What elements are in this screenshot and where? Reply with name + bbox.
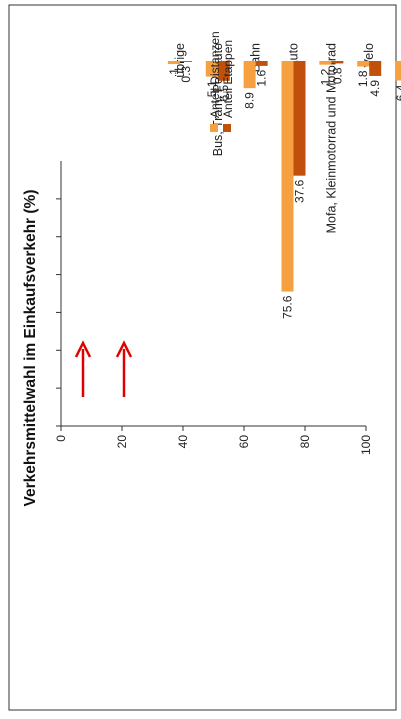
data-label-anteil-distanzen-ubrige: 1 [167, 68, 181, 75]
bar-anteil-etappen-mofa-kleinmotorrad-und-motorrad [331, 61, 344, 64]
data-label-anteil-distanzen-bus-tram-postauto: 5.1 [205, 80, 219, 97]
data-label-anteil-distanzen-zu-fuss: 6.4 [394, 84, 401, 101]
annotation-arrows [74, 340, 133, 397]
data-label-anteil-distanzen-auto: 75.6 [281, 295, 295, 319]
data-label-anteil-etappen-ubrige: 0.3 [179, 66, 193, 83]
bar-anteil-etappen-ubrige [179, 61, 192, 62]
bar-anteil-etappen-auto [293, 61, 306, 176]
bar-anteil-distanzen-bahn [243, 61, 256, 89]
chart-plot: 020406080100zu Fuss6.448.3Velo1.84.9Mofa… [54, 43, 401, 455]
data-label-anteil-etappen-mofa-kleinmotorrad-und-motorrad: 0.8 [330, 67, 344, 84]
data-label-anteil-distanzen-velo: 1.8 [356, 70, 370, 87]
value-tick-label: 0 [54, 435, 68, 442]
chart-legend: Anteil Distanzen Anteil Etappen [208, 31, 235, 132]
legend-label-anteil-etappen: Anteil Etappen [221, 40, 235, 118]
bar-anteil-distanzen-zu-fuss [395, 61, 401, 81]
value-tick-label: 40 [176, 435, 190, 449]
value-tick-label: 100 [359, 435, 373, 455]
data-label-anteil-etappen-velo: 4.9 [368, 80, 382, 97]
bar-anteil-etappen-velo [369, 61, 382, 76]
bar-anteil-etappen-bus-tram-postauto [217, 61, 230, 81]
bar-anteil-distanzen-velo [357, 61, 370, 67]
data-label-anteil-distanzen-mofa-kleinmotorrad-und-motorrad: 1.2 [318, 68, 332, 85]
category-label-mofa-kleinmotorrad-und-motorrad: Mofa, Kleinmotorrad und Motorrad [324, 43, 338, 233]
annotation-arrow-head [74, 340, 92, 358]
value-tick-label: 20 [115, 435, 129, 449]
data-label-anteil-distanzen-bahn: 8.9 [243, 92, 257, 109]
chart-title: Verkehrsmittelwahl im Einkaufsverkehr (%… [22, 189, 39, 506]
bar-anteil-etappen-bahn [255, 61, 268, 66]
plot-rotated: 020406080100zu Fuss6.448.3Velo1.84.9Mofa… [54, 43, 401, 455]
category-label-ubrige: übrige [173, 43, 187, 78]
page-border [8, 4, 397, 711]
legend-swatch-anteil-etappen [223, 124, 231, 132]
bar-anteil-distanzen-auto [281, 61, 294, 292]
bar-anteil-distanzen-bus-tram-postauto [205, 61, 218, 77]
value-tick-label: 60 [237, 435, 251, 449]
legend-label-anteil-distanzen: Anteil Distanzen [208, 31, 222, 118]
bar-anteil-distanzen-ubrige [167, 61, 180, 65]
value-tick-label: 80 [298, 435, 312, 449]
data-label-anteil-etappen-auto: 37.6 [293, 179, 307, 203]
data-label-anteil-etappen-bus-tram-postauto: 6.5 [217, 85, 231, 102]
data-label-anteil-etappen-bahn: 1.6 [255, 70, 269, 87]
legend-swatch-anteil-distanzen [210, 124, 218, 132]
bar-anteil-distanzen-mofa-kleinmotorrad-und-motorrad [319, 61, 332, 65]
annotation-arrow-head [115, 340, 133, 358]
